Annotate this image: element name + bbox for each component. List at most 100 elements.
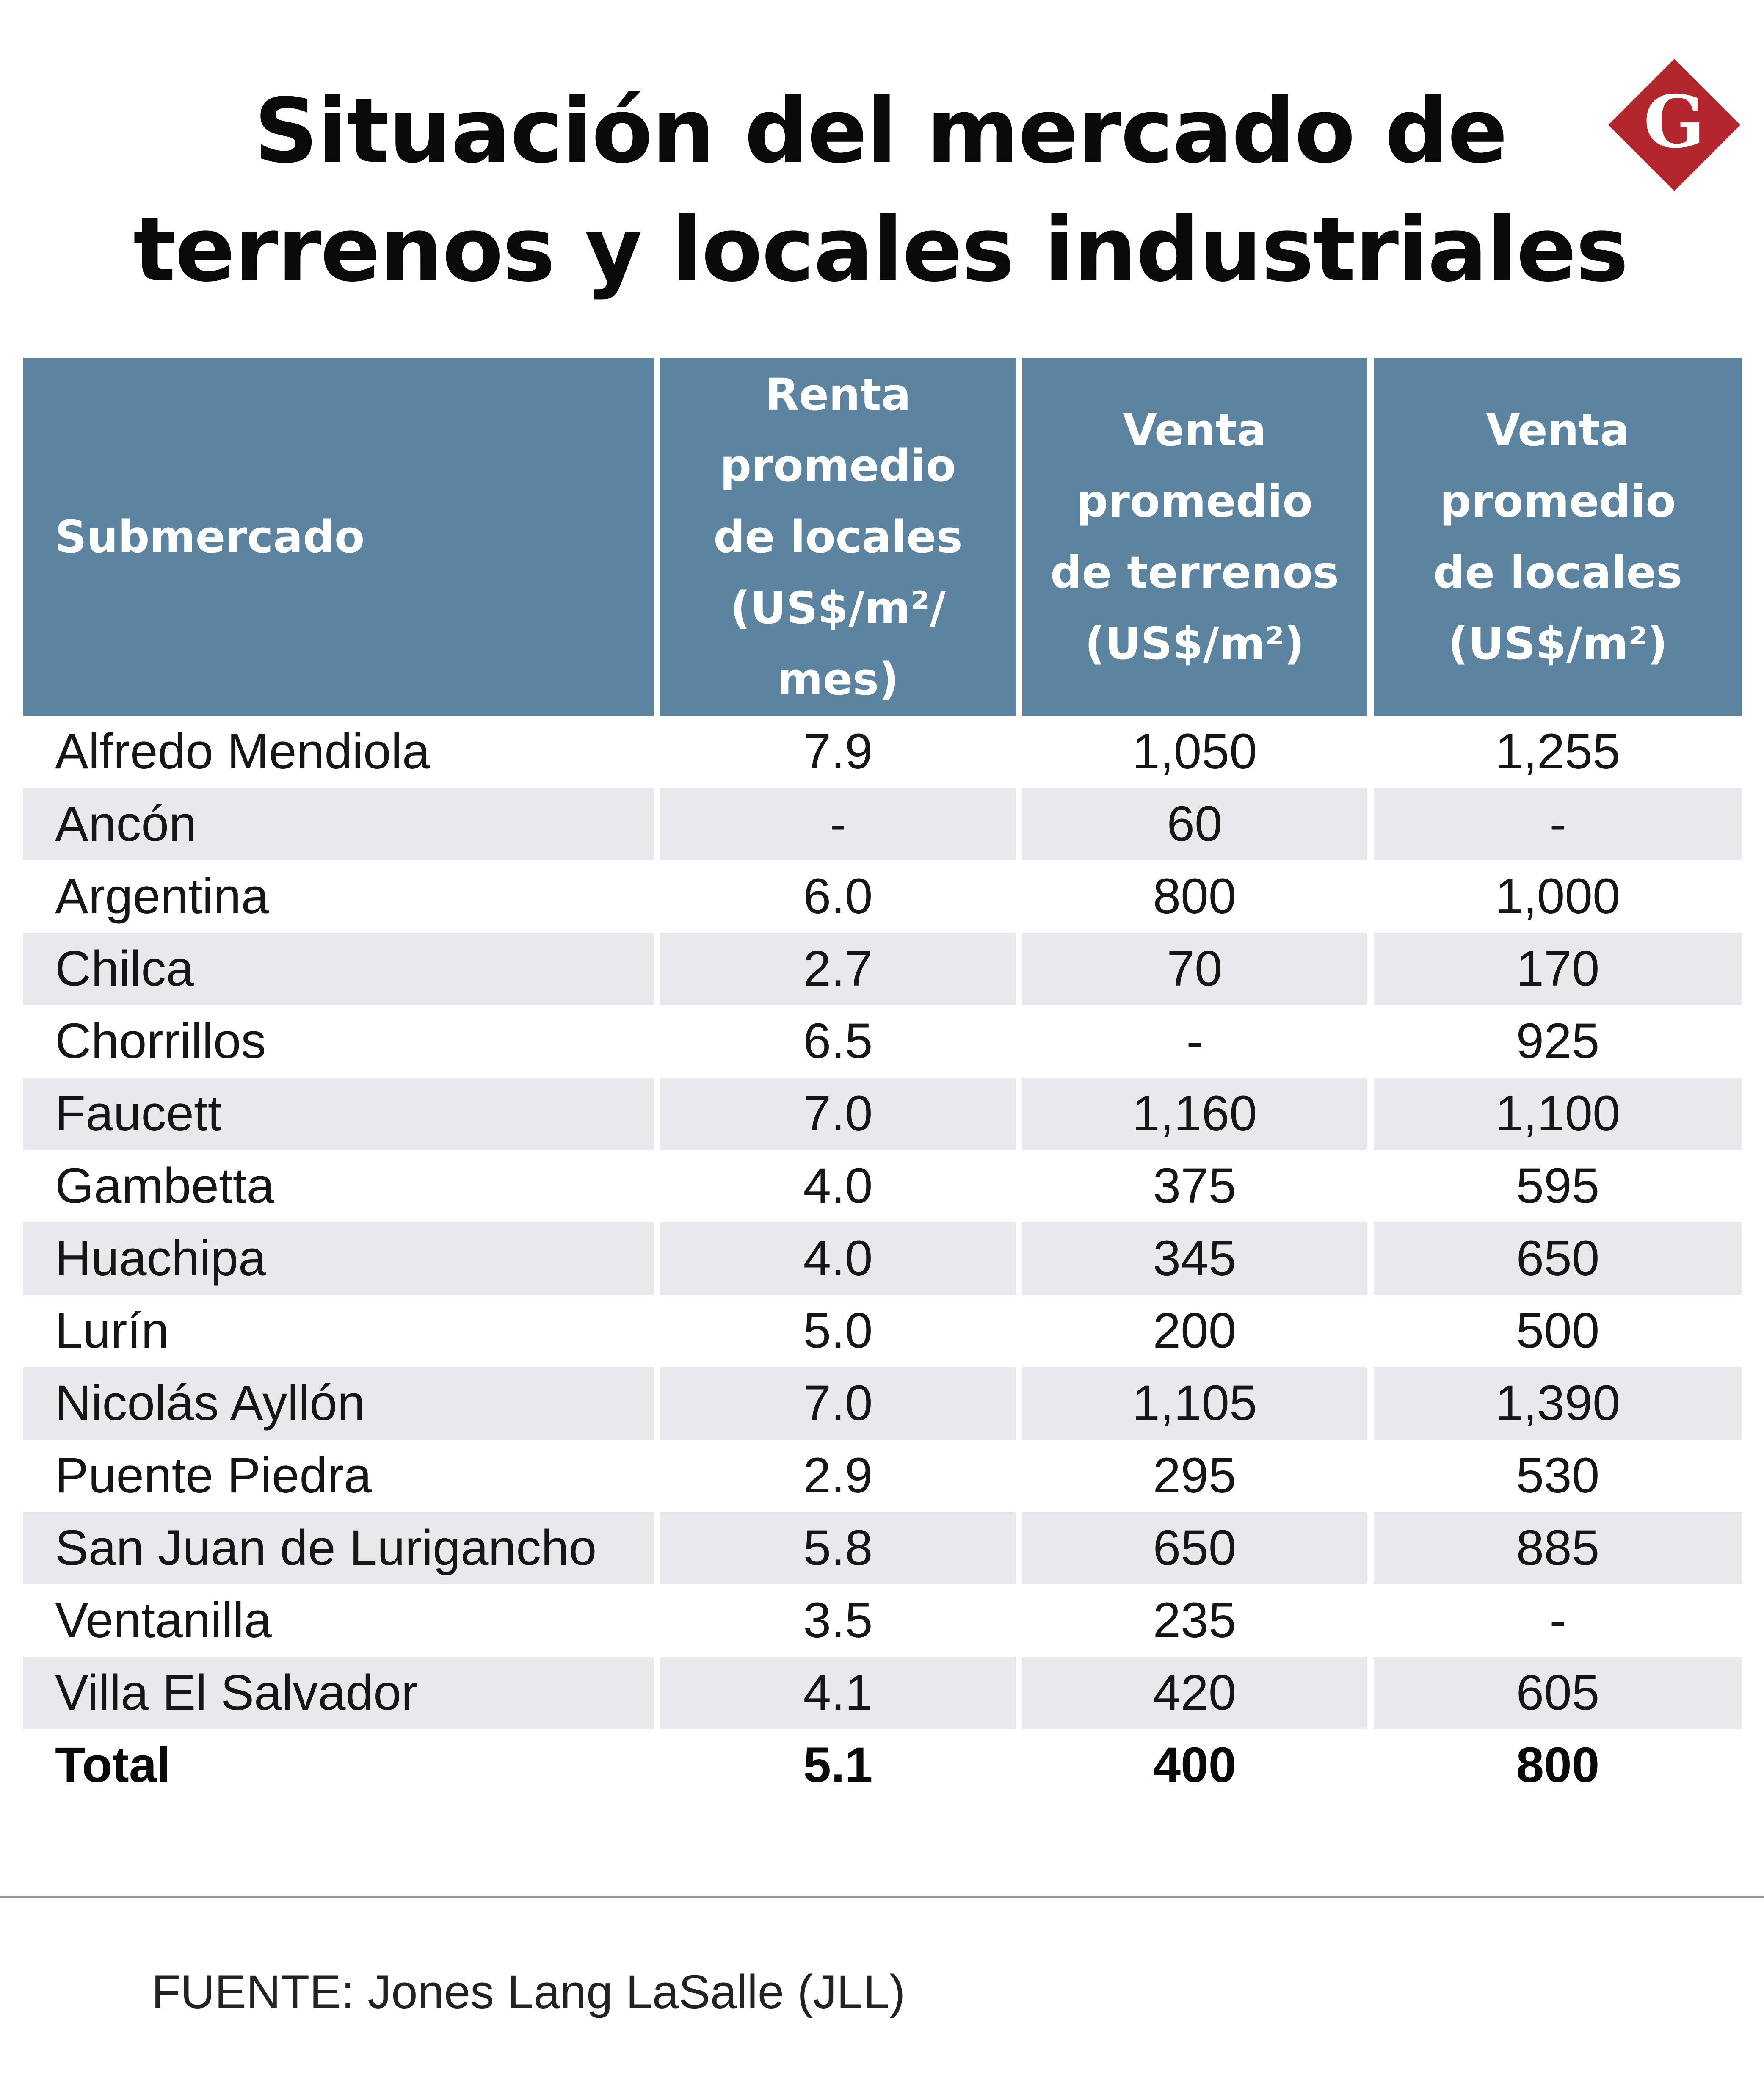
table-row: Ventanilla 3.5 235 - <box>23 1584 1742 1657</box>
header-line: (US$/m²) <box>1448 617 1668 669</box>
submercado-cell: Chilca <box>23 933 660 1005</box>
header-line: Venta <box>1486 404 1630 456</box>
table-row: Chilca 2.7 70 170 <box>23 933 1742 1005</box>
header-line: promedio <box>1440 475 1676 527</box>
header-line: de terrenos <box>1050 546 1339 598</box>
value-cell: 1,100 <box>1374 1078 1742 1150</box>
value-cell: 420 <box>1022 1657 1374 1729</box>
value-cell: 70 <box>1022 933 1374 1005</box>
total-value: 5.1 <box>660 1729 1022 1802</box>
value-cell: - <box>1374 788 1742 860</box>
table-row: San Juan de Lurigancho 5.8 650 885 <box>23 1512 1742 1584</box>
value-cell: 605 <box>1374 1657 1742 1729</box>
value-cell: 1,390 <box>1374 1367 1742 1440</box>
submercado-cell: Ventanilla <box>23 1584 660 1657</box>
value-cell: 925 <box>1516 1013 1600 1069</box>
header-line: Renta <box>765 368 911 420</box>
value-cell: - <box>1022 1005 1374 1078</box>
footer-divider <box>0 1896 1764 1898</box>
header-line: (US$/m²/ <box>730 582 946 634</box>
value-cell: - <box>1549 1592 1566 1648</box>
value-cell: 595 <box>1516 1158 1600 1214</box>
value-cell: 1,050 <box>1022 716 1374 788</box>
header-line: promedio <box>720 439 956 492</box>
table-row: Lurín 5.0 200 500 <box>23 1295 1742 1367</box>
value-cell: 200 <box>1022 1295 1374 1367</box>
submercado-cell: Puente Piedra <box>23 1440 660 1512</box>
logo-letter: G <box>1643 80 1705 164</box>
submercado-cell: Argentina <box>23 860 660 933</box>
table-row: Argentina 6.0 800 1,000 <box>23 860 1742 933</box>
title-line-1: Situación del mercado de <box>254 79 1507 183</box>
submercado-cell: San Juan de Lurigancho <box>23 1512 660 1584</box>
chart-title: Situación del mercado de terrenos y loca… <box>85 72 1676 309</box>
value-cell: 6.0 <box>660 860 1022 933</box>
title-line-2: terrenos y locales industriales <box>133 198 1629 301</box>
value-cell: 800 <box>1022 860 1374 933</box>
value-cell: 5.8 <box>660 1512 1022 1584</box>
value-cell: 6.5 <box>660 1005 1022 1078</box>
header-line: mes) <box>777 653 899 705</box>
total-value: 800 <box>1516 1737 1600 1793</box>
value-cell: 650 <box>1022 1512 1374 1584</box>
table-row: Gambetta 4.0 375 595 <box>23 1150 1742 1222</box>
value-cell: 4.0 <box>660 1150 1022 1222</box>
table-row: Chorrillos 6.5- 925 <box>23 1005 1742 1078</box>
submercado-cell: Chorrillos <box>23 1005 660 1078</box>
value-cell: 650 <box>1374 1222 1742 1295</box>
header-line: Submercado <box>55 511 365 563</box>
submercado-cell: Alfredo Mendiola <box>23 716 660 788</box>
diamond-g-logo-icon: G <box>1608 59 1740 191</box>
value-cell: 345 <box>1022 1222 1374 1295</box>
value-cell: 500 <box>1516 1303 1600 1359</box>
submercado-cell: Ancón <box>23 788 660 860</box>
value-cell: 5.0 <box>660 1295 1022 1367</box>
value-cell: 7.9 <box>660 716 1022 788</box>
value-cell: 530 <box>1516 1448 1600 1503</box>
value-cell: 3.5 <box>660 1584 1022 1657</box>
total-label: Total <box>23 1729 660 1802</box>
value-cell: 4.0 <box>660 1222 1022 1295</box>
table-row: Alfredo Mendiola 7.9 1,050 1,255 <box>23 716 1742 788</box>
value-cell: 1,255 <box>1495 724 1620 779</box>
table-row: Huachipa 4.0 345 650 <box>23 1222 1742 1295</box>
submercado-cell: Nicolás Ayllón <box>23 1367 660 1440</box>
value-cell: - <box>660 788 1022 860</box>
value-cell: 1,000 <box>1495 868 1620 924</box>
header-row: Submercado Renta promedio de locales (US$/m²… <box>23 358 1742 716</box>
header-venta-terrenos: Venta promedio de terrenos (US$/m²) <box>1022 358 1374 716</box>
submercado-cell: Lurín <box>23 1295 660 1367</box>
table-row: Faucett 7.0 1,160 1,100 <box>23 1078 1742 1150</box>
header-line: Venta <box>1123 404 1267 456</box>
value-cell: 4.1 <box>660 1657 1022 1729</box>
value-cell: 7.0 <box>660 1078 1022 1150</box>
header-line: de locales <box>1433 546 1683 598</box>
value-cell: 7.0 <box>660 1367 1022 1440</box>
source-note: FUENTE: Jones Lang LaSalle (JLL) <box>152 1965 905 2018</box>
value-cell: 2.9 <box>660 1440 1022 1512</box>
value-cell: 1,105 <box>1022 1367 1374 1440</box>
header-line: (US$/m²) <box>1085 617 1305 669</box>
value-cell: 60 <box>1022 788 1374 860</box>
header-renta-locales: Renta promedio de locales (US$/m²/mes) <box>660 358 1022 716</box>
value-cell: 295 <box>1022 1440 1374 1512</box>
data-table: Submercado Renta promedio de locales (US$/m²… <box>23 358 1742 1802</box>
header-submercado: Submercado <box>23 358 660 716</box>
header-line: promedio <box>1077 475 1313 527</box>
table-row: Villa El Salvador 4.1 420 605 <box>23 1657 1742 1729</box>
value-cell: 1,160 <box>1022 1078 1374 1150</box>
submercado-cell: Gambetta <box>23 1150 660 1222</box>
submercado-cell: Faucett <box>23 1078 660 1150</box>
value-cell: 2.7 <box>660 933 1022 1005</box>
table-row: Nicolás Ayllón 7.0 1,105 1,390 <box>23 1367 1742 1440</box>
submercado-cell: Villa El Salvador <box>23 1657 660 1729</box>
value-cell: 170 <box>1374 933 1742 1005</box>
header-venta-locales: Venta promedio de locales (US$/m²) <box>1374 358 1742 716</box>
value-cell: 235 <box>1022 1584 1374 1657</box>
value-cell: 375 <box>1022 1150 1374 1222</box>
table-row: Ancón -60- <box>23 788 1742 860</box>
header-line: de locales <box>713 511 963 563</box>
total-row: Total 5.1 400 800 <box>23 1729 1742 1802</box>
value-cell: 885 <box>1374 1512 1742 1584</box>
table-row: Puente Piedra 2.9 295 530 <box>23 1440 1742 1512</box>
